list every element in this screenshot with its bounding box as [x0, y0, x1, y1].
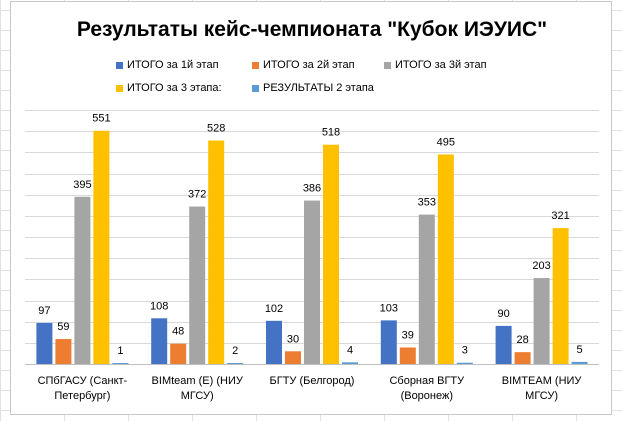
- bar-series-5-cat-4[interactable]: [456, 362, 473, 364]
- chart-title[interactable]: Результаты кейс-чемпионата "Кубок ИЭУИС": [76, 18, 548, 41]
- category-label-5-line-1: BIMTEAM (НИУ: [502, 375, 583, 387]
- legend-label-series-3: ИТОГО за 3й этап: [395, 59, 487, 71]
- bar-series-2-cat-1[interactable]: [55, 339, 72, 364]
- data-label-series-2-cat-3: 30: [287, 333, 299, 345]
- category-label-3-line-1: БГТУ (Белгород): [270, 375, 355, 387]
- bar-series-4-cat-4[interactable]: [437, 154, 454, 364]
- data-label-series-5-cat-1: 1: [117, 345, 123, 357]
- bar-series-2-cat-2[interactable]: [170, 343, 187, 364]
- data-label-series-2-cat-4: 39: [402, 329, 414, 341]
- data-label-series-1-cat-3: 102: [265, 303, 283, 315]
- bar-series-3-cat-1[interactable]: [74, 196, 91, 364]
- bar-series-1-cat-2[interactable]: [151, 318, 168, 364]
- legend-swatch-series-5: [252, 84, 259, 92]
- legend-swatch-series-4: [116, 84, 123, 92]
- bar-series-5-cat-1[interactable]: [112, 363, 129, 364]
- bars: [36, 130, 588, 364]
- data-label-series-4-cat-5: 321: [551, 210, 569, 222]
- chart-legend[interactable]: ИТОГО за 1й этап ИТОГО за 2й этап ИТОГО …: [11, 2, 613, 102]
- data-label-series-3-cat-4: 353: [418, 197, 436, 209]
- data-label-series-4-cat-1: 551: [92, 113, 110, 125]
- data-label-series-1-cat-5: 90: [497, 308, 509, 320]
- category-label-2-line-2: МГСУ): [181, 390, 214, 402]
- bar-series-2-cat-5[interactable]: [514, 352, 531, 364]
- bar-series-5-cat-3[interactable]: [342, 362, 358, 364]
- category-label-4-line-2: (Воронеж): [401, 390, 453, 402]
- bar-series-1-cat-3[interactable]: [266, 320, 282, 364]
- legend-label-series-4: ИТОГО за 3 этапа:: [127, 82, 222, 94]
- legend-item-series-4: ИТОГО за 3 этапа:: [116, 82, 222, 94]
- data-label-series-1-cat-4: 103: [380, 302, 398, 314]
- legend-swatch-series-3: [384, 61, 391, 69]
- data-label-series-4-cat-4: 495: [437, 136, 455, 148]
- category-label-4-line-1: Сборная ВГТУ: [389, 375, 465, 387]
- bar-series-2-cat-4[interactable]: [399, 347, 416, 364]
- legend-swatch-series-1: [116, 61, 123, 69]
- bar-series-2-cat-3[interactable]: [285, 351, 301, 364]
- data-label-series-5-cat-4: 3: [462, 345, 468, 357]
- legend-swatch-series-2: [252, 61, 259, 69]
- data-label-series-1-cat-1: 97: [38, 305, 50, 317]
- data-labels: 9759395551110848372528210230386518410339…: [38, 113, 582, 357]
- legend-label-series-1: ИТОГО за 1й этап: [127, 59, 219, 71]
- category-labels: СПбГАСУ (Санкт- Петербург) BIMteam (Е) (НИ…: [38, 375, 583, 402]
- category-label-1-line-2: Петербург): [54, 390, 110, 402]
- data-label-series-1-cat-2: 108: [150, 300, 168, 312]
- data-label-series-3-cat-2: 372: [188, 189, 206, 201]
- category-label-5-line-2: МГСУ): [525, 390, 558, 402]
- category-label-1-line-1: СПбГАСУ (Санкт-: [38, 375, 128, 387]
- bar-series-5-cat-5[interactable]: [571, 361, 588, 364]
- bar-series-3-cat-3[interactable]: [304, 200, 320, 364]
- plot-area[interactable]: 9759395551110848372528210230386518410339…: [11, 2, 613, 416]
- bar-series-4-cat-1[interactable]: [93, 130, 110, 364]
- data-label-series-2-cat-5: 28: [516, 334, 528, 346]
- data-label-series-3-cat-3: 386: [303, 183, 321, 195]
- bar-series-4-cat-2[interactable]: [208, 140, 225, 364]
- category-label-2-line-1: BIMteam (Е) (НИУ: [152, 375, 244, 387]
- data-label-series-5-cat-2: 2: [232, 345, 238, 357]
- legend-item-series-3: ИТОГО за 3й этап: [384, 59, 487, 71]
- bar-series-1-cat-5[interactable]: [495, 325, 512, 364]
- legend-label-series-2: ИТОГО за 2й этап: [263, 59, 355, 71]
- bar-series-3-cat-4[interactable]: [418, 214, 435, 364]
- legend-item-series-2: ИТОГО за 2й этап: [252, 59, 355, 71]
- data-label-series-5-cat-5: 5: [577, 344, 583, 356]
- chart-object[interactable]: Результаты кейс-чемпионата "Кубок ИЭУИС"…: [10, 1, 612, 415]
- legend-label-series-5: РЕЗУЛЬТАТЫ 2 этапа: [263, 82, 374, 94]
- data-label-series-3-cat-5: 203: [532, 260, 550, 272]
- bar-series-1-cat-1[interactable]: [36, 322, 53, 364]
- data-label-series-4-cat-3: 518: [322, 127, 340, 139]
- bar-series-1-cat-4[interactable]: [380, 320, 397, 364]
- legend-item-series-1: ИТОГО за 1й этап: [116, 59, 219, 71]
- data-label-series-5-cat-3: 4: [347, 344, 353, 356]
- bar-series-5-cat-2[interactable]: [227, 363, 244, 364]
- data-label-series-2-cat-1: 59: [57, 321, 69, 333]
- data-label-series-3-cat-1: 395: [73, 179, 91, 191]
- data-label-series-4-cat-2: 528: [207, 122, 225, 134]
- legend-item-series-5: РЕЗУЛЬТАТЫ 2 этапа: [252, 82, 374, 94]
- bar-series-3-cat-5[interactable]: [533, 278, 550, 364]
- bar-series-4-cat-3[interactable]: [323, 144, 339, 364]
- bar-series-4-cat-5[interactable]: [552, 228, 569, 364]
- bar-series-3-cat-2[interactable]: [189, 206, 206, 364]
- data-label-series-2-cat-2: 48: [172, 326, 184, 338]
